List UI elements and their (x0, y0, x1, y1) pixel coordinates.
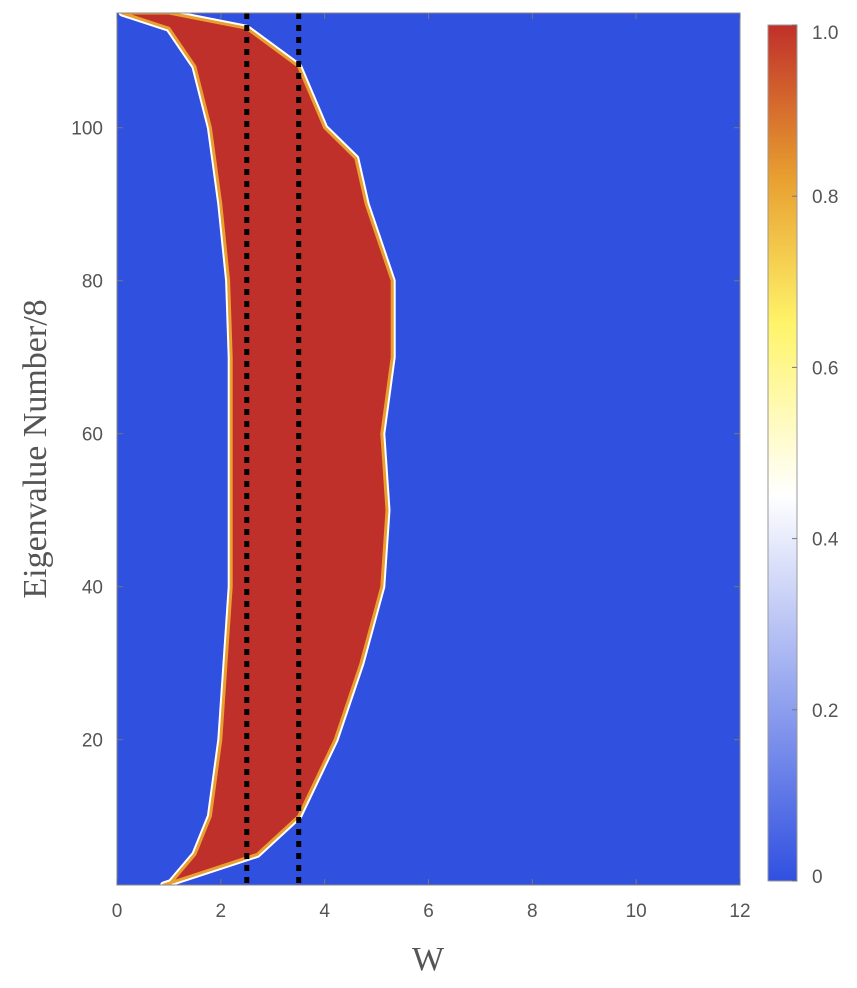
x-tick-label: 12 (729, 901, 750, 922)
colorbar-ticks: 0 0.2 0.4 0.6 0.8 1.0 (792, 23, 839, 888)
colorbar-tick-label: 0.4 (812, 530, 839, 551)
x-tick-label: 0 (112, 901, 123, 922)
x-axis-ticks: 0 2 4 6 8 10 12 (112, 13, 751, 922)
y-tick-label: 20 (82, 731, 103, 752)
colorbar-tick-label: 0.6 (812, 358, 838, 379)
y-tick-label: 80 (82, 272, 103, 293)
x-tick-label: 4 (319, 901, 330, 922)
colorbar (767, 24, 798, 882)
x-tick-label: 8 (527, 901, 538, 922)
colorbar-tick-label: 1.0 (812, 23, 838, 44)
region-core (120, 13, 394, 885)
high-value-region (118, 13, 396, 885)
reference-lines (244, 13, 302, 885)
y-axis-ticks: 20 40 60 80 100 (71, 119, 740, 752)
x-tick-label: 2 (216, 901, 227, 922)
y-tick-label: 100 (71, 119, 103, 140)
x-tick-label: 10 (626, 901, 647, 922)
colorbar-tick-label: 0.2 (812, 701, 838, 722)
y-tick-label: 40 (82, 578, 103, 599)
x-axis-title: W (412, 941, 445, 978)
colorbar-tick-label: 0 (812, 867, 823, 888)
y-tick-label: 60 (82, 425, 103, 446)
x-tick-label: 6 (423, 901, 434, 922)
y-axis-title: Eigenvalue Number/8 (17, 299, 54, 598)
colorbar-tick-label: 0.8 (812, 187, 838, 208)
